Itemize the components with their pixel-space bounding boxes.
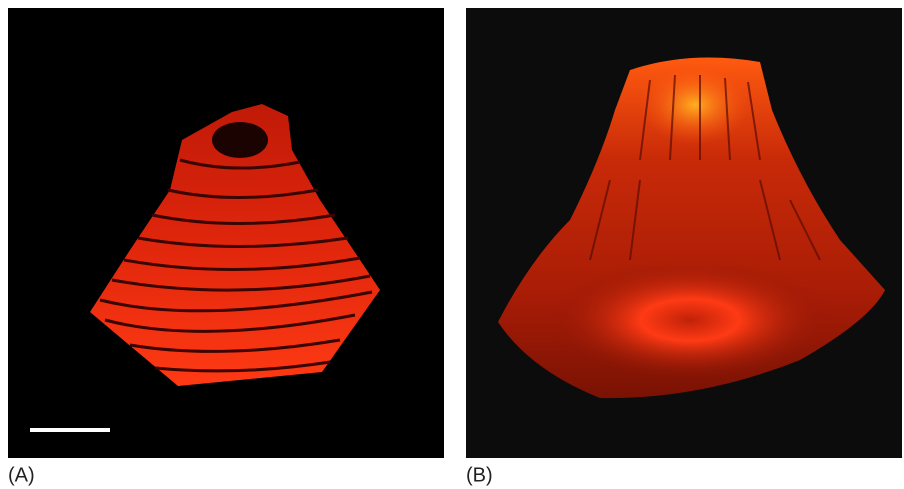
- panel-label: (A): [8, 464, 35, 486]
- page: (A) (B) (() => { const data = JSON.parse…: [0, 0, 904, 489]
- panel-b: (B): [466, 8, 902, 486]
- scale-bar: [30, 428, 110, 432]
- bell-top-glow: [640, 65, 750, 145]
- bell-base-glow: [550, 260, 830, 380]
- panel-label: (B): [466, 464, 493, 486]
- pyramid-top: [212, 122, 268, 158]
- panel-a: (A): [8, 8, 444, 486]
- figure: (A) (B): [0, 0, 904, 489]
